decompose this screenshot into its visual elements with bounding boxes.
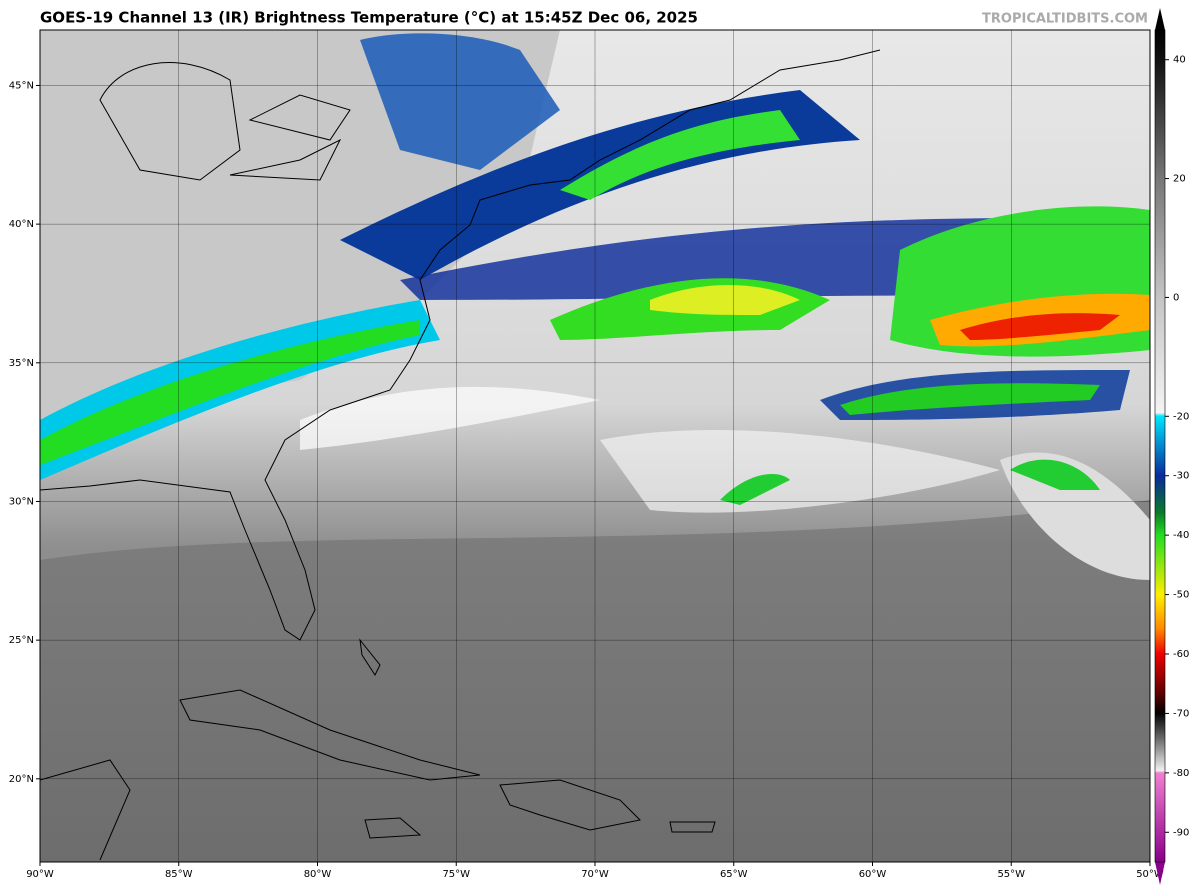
colorbar-tick-label: 40 <box>1173 55 1186 66</box>
coastlines <box>40 49 881 861</box>
colorbar-tick-label: -80 <box>1173 768 1189 779</box>
y-tick-label: 20°N <box>9 774 34 785</box>
colorbar-extend-min <box>1155 862 1165 885</box>
x-tick-label: 75°W <box>442 869 470 880</box>
colorbar-tick-label: -60 <box>1173 649 1189 660</box>
colorbar-extend-max <box>1155 8 1165 30</box>
colorbar-tick-label: -90 <box>1173 827 1189 838</box>
y-tick-label: 30°N <box>9 496 34 507</box>
y-tick-label: 35°N <box>9 358 34 369</box>
x-tick-label: 65°W <box>720 869 748 880</box>
colorbar-tick-label: -40 <box>1173 530 1189 541</box>
x-tick-label: 80°W <box>304 869 332 880</box>
x-tick-label: 60°W <box>859 869 887 880</box>
y-tick-label: 25°N <box>9 635 34 646</box>
colorbar-tick-label: 0 <box>1173 292 1179 303</box>
colorbar-tick-label: -50 <box>1173 590 1189 601</box>
y-tick-label: 40°N <box>9 219 34 230</box>
x-tick-label: 50°W <box>1136 869 1164 880</box>
colorbar-tick-label: -70 <box>1173 708 1189 719</box>
colorbar <box>1154 29 1166 863</box>
colorbar-tick-label: 20 <box>1173 174 1186 185</box>
colorbar-tick-label: -20 <box>1173 411 1189 422</box>
x-tick-label: 85°W <box>165 869 193 880</box>
watermark: TROPICALTIDBITS.COM <box>982 12 1148 27</box>
x-tick-label: 55°W <box>997 869 1025 880</box>
x-tick-label: 90°W <box>26 869 54 880</box>
axes: 90°W 85°W 80°W 75°W 70°W 65°W 60°W 55°W 50°W 20°N… <box>9 30 1164 880</box>
colorbar-tick-label: -30 <box>1173 471 1189 482</box>
x-tick-label: 70°W <box>581 869 609 880</box>
y-tick-label: 45°N <box>9 80 34 91</box>
title: GOES-19 Channel 13 (IR) Brightness Tempe… <box>40 9 698 27</box>
